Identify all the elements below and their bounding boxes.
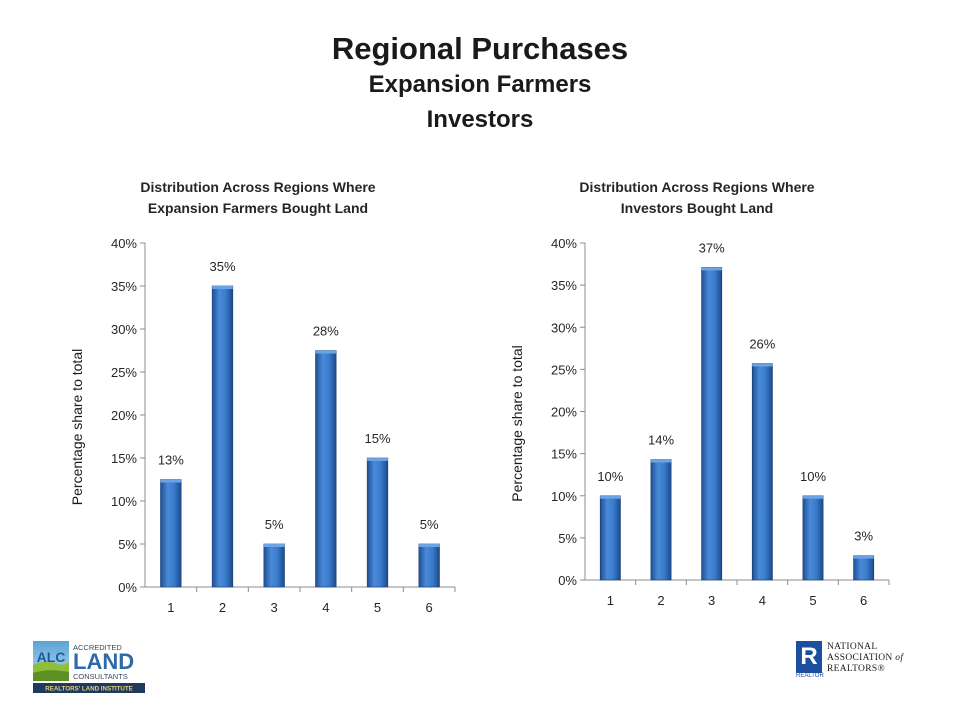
- bar: [751, 363, 773, 581]
- data-label: 10%: [800, 469, 826, 484]
- data-label: 28%: [313, 324, 339, 339]
- chart-title-line: Distribution Across Regions Where: [579, 179, 814, 195]
- bar-top-highlight: [418, 544, 440, 547]
- bar-top-highlight: [315, 350, 337, 354]
- x-tick-label: 5: [809, 593, 816, 608]
- y-tick-label: 20%: [111, 408, 137, 423]
- x-tick-label: 6: [426, 600, 433, 615]
- bar-top-highlight: [650, 459, 672, 463]
- x-tick-label: 5: [374, 600, 381, 615]
- x-tick-label: 3: [271, 600, 278, 615]
- bar-top-highlight: [160, 479, 182, 483]
- nar-line1: NATIONAL: [827, 642, 878, 652]
- bar: [650, 459, 672, 581]
- x-tick-label: 4: [759, 593, 766, 608]
- bar: [599, 495, 621, 581]
- y-tick-label: 5%: [118, 537, 137, 552]
- y-tick-label: 40%: [111, 236, 137, 251]
- chart-title-line: Distribution Across Regions Where: [140, 179, 375, 195]
- y-tick-label: 20%: [551, 405, 577, 420]
- x-tick-label: 2: [657, 593, 664, 608]
- y-tick-label: 5%: [558, 531, 577, 546]
- bar: [853, 555, 875, 581]
- x-tick-label: 4: [322, 600, 329, 615]
- y-tick-label: 0%: [558, 573, 577, 588]
- data-label: 26%: [749, 336, 775, 351]
- bar: [802, 495, 824, 581]
- y-tick-label: 30%: [111, 322, 137, 337]
- alc-logo: ALC ACCREDITED LAND CONSULTANTS REALTORS…: [33, 641, 145, 693]
- bar-top-highlight: [600, 495, 621, 499]
- bar-top-highlight: [853, 555, 874, 559]
- y-tick-label: 10%: [111, 494, 137, 509]
- title-sub-1: Expansion Farmers: [368, 71, 592, 99]
- y-tick-label: 25%: [111, 365, 137, 380]
- nar-line2a: ASSOCIATION: [827, 653, 893, 663]
- y-tick-label: 35%: [551, 278, 577, 293]
- nar-wordmark: NATIONAL ASSOCIATION of REALTORS®: [827, 642, 903, 675]
- realtor-r-icon: R: [796, 641, 822, 673]
- x-tick-label: 6: [860, 593, 867, 608]
- data-label: 15%: [364, 431, 390, 446]
- data-label: 10%: [597, 469, 623, 484]
- chart-title-line: Investors Bought Land: [621, 200, 773, 216]
- alc-footer: REALTORS' LAND INSTITUTE: [45, 686, 133, 693]
- data-label: 35%: [209, 259, 235, 274]
- y-tick-label: 30%: [551, 320, 577, 335]
- chart-title-line: Expansion Farmers Bought Land: [148, 200, 368, 216]
- realtor-mark-sub: REALTOR: [796, 673, 824, 679]
- bar-top-highlight: [752, 363, 773, 367]
- data-label: 3%: [854, 529, 873, 544]
- y-tick-label: 40%: [551, 236, 577, 251]
- y-tick-label: 0%: [118, 580, 137, 595]
- title-main: Regional Purchases: [331, 31, 629, 66]
- nar-logo: R REALTOR NATIONAL ASSOCIATION of REALTO…: [796, 641, 926, 681]
- bar-top-highlight: [701, 267, 722, 271]
- data-label: 14%: [648, 433, 674, 448]
- nar-line2b: of: [895, 653, 904, 663]
- data-label: 5%: [420, 517, 439, 532]
- bar-top-highlight: [802, 495, 824, 499]
- slide-title: Regional Purchases Expansion Farmers Inv…: [0, 30, 960, 135]
- y-axis-label: Percentage share to total: [509, 345, 525, 501]
- data-label: 13%: [158, 453, 184, 468]
- bar-top-highlight: [263, 544, 285, 547]
- y-tick-label: 10%: [551, 489, 577, 504]
- alc-badge-text: ALC: [37, 649, 66, 665]
- x-tick-label: 1: [167, 600, 174, 615]
- bar: [701, 267, 723, 581]
- alc-line1: ACCREDITED: [73, 643, 122, 652]
- nar-line3: REALTORS®: [827, 664, 885, 674]
- y-axis-label: Percentage share to total: [69, 349, 85, 505]
- x-tick-label: 1: [607, 593, 614, 608]
- data-label: 37%: [699, 240, 725, 255]
- title-sub-2: Investors: [426, 105, 534, 133]
- alc-line3: CONSULTANTS: [73, 672, 128, 681]
- y-tick-label: 15%: [551, 447, 577, 462]
- alc-line2: LAND: [73, 649, 134, 674]
- x-tick-label: 3: [708, 593, 715, 608]
- bar-top-highlight: [212, 286, 233, 289]
- y-tick-label: 35%: [111, 279, 137, 294]
- bar-top-highlight: [367, 458, 388, 461]
- data-label: 5%: [265, 517, 284, 532]
- x-tick-label: 2: [219, 600, 226, 615]
- y-tick-label: 15%: [111, 451, 137, 466]
- y-tick-label: 25%: [551, 362, 577, 377]
